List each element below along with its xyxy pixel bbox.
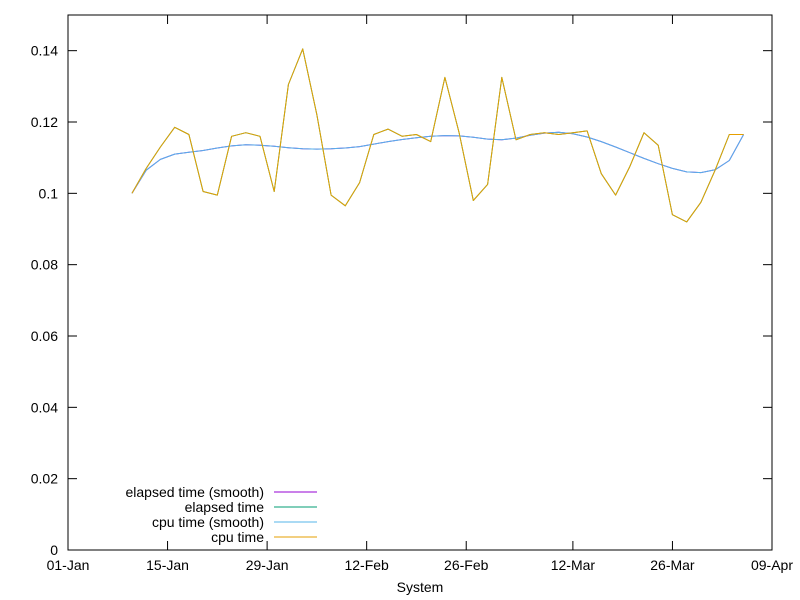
series-line-3 (131, 131, 745, 194)
legend-label: elapsed time (smooth) (125, 484, 264, 500)
y-tick-label: 0.02 (31, 471, 58, 487)
x-axis: 01-Jan 15-Jan 29-Jan 12-Feb 26-Feb 12-Mar 26-M… (47, 15, 793, 573)
y-tick-label: 0.12 (31, 114, 58, 130)
x-axis-title: System (397, 579, 444, 595)
x-tick-label: 09-Apr (751, 557, 793, 573)
x-tick-label: 29-Jan (246, 557, 289, 573)
y-axis: 0 0.02 0.04 0.06 0.08 0.1 0.12 0.14 (31, 43, 772, 558)
x-tick-label: 12-Mar (551, 557, 596, 573)
y-tick-label: 0.04 (31, 399, 58, 415)
series-line-1 (131, 131, 745, 194)
y-tick-label: 0.08 (31, 257, 58, 273)
series-line-4 (131, 48, 744, 223)
x-tick-label: 15-Jan (146, 557, 189, 573)
x-tick-label: 26-Mar (650, 557, 695, 573)
legend-label: cpu time (211, 529, 264, 545)
legend-label: cpu time (smooth) (152, 514, 264, 530)
x-tick-label: 12-Feb (344, 557, 389, 573)
legend-label: elapsed time (185, 499, 265, 515)
y-tick-label: 0 (50, 542, 58, 558)
y-tick-label: 0.1 (39, 185, 59, 201)
y-tick-label: 0.06 (31, 328, 58, 344)
y-tick-label: 0.14 (31, 43, 58, 59)
series-lines (131, 48, 745, 223)
x-tick-label: 26-Feb (444, 557, 489, 573)
plot-area-frame (67, 14, 773, 551)
x-tick-label: 01-Jan (47, 557, 90, 573)
series-line-2 (131, 48, 744, 223)
